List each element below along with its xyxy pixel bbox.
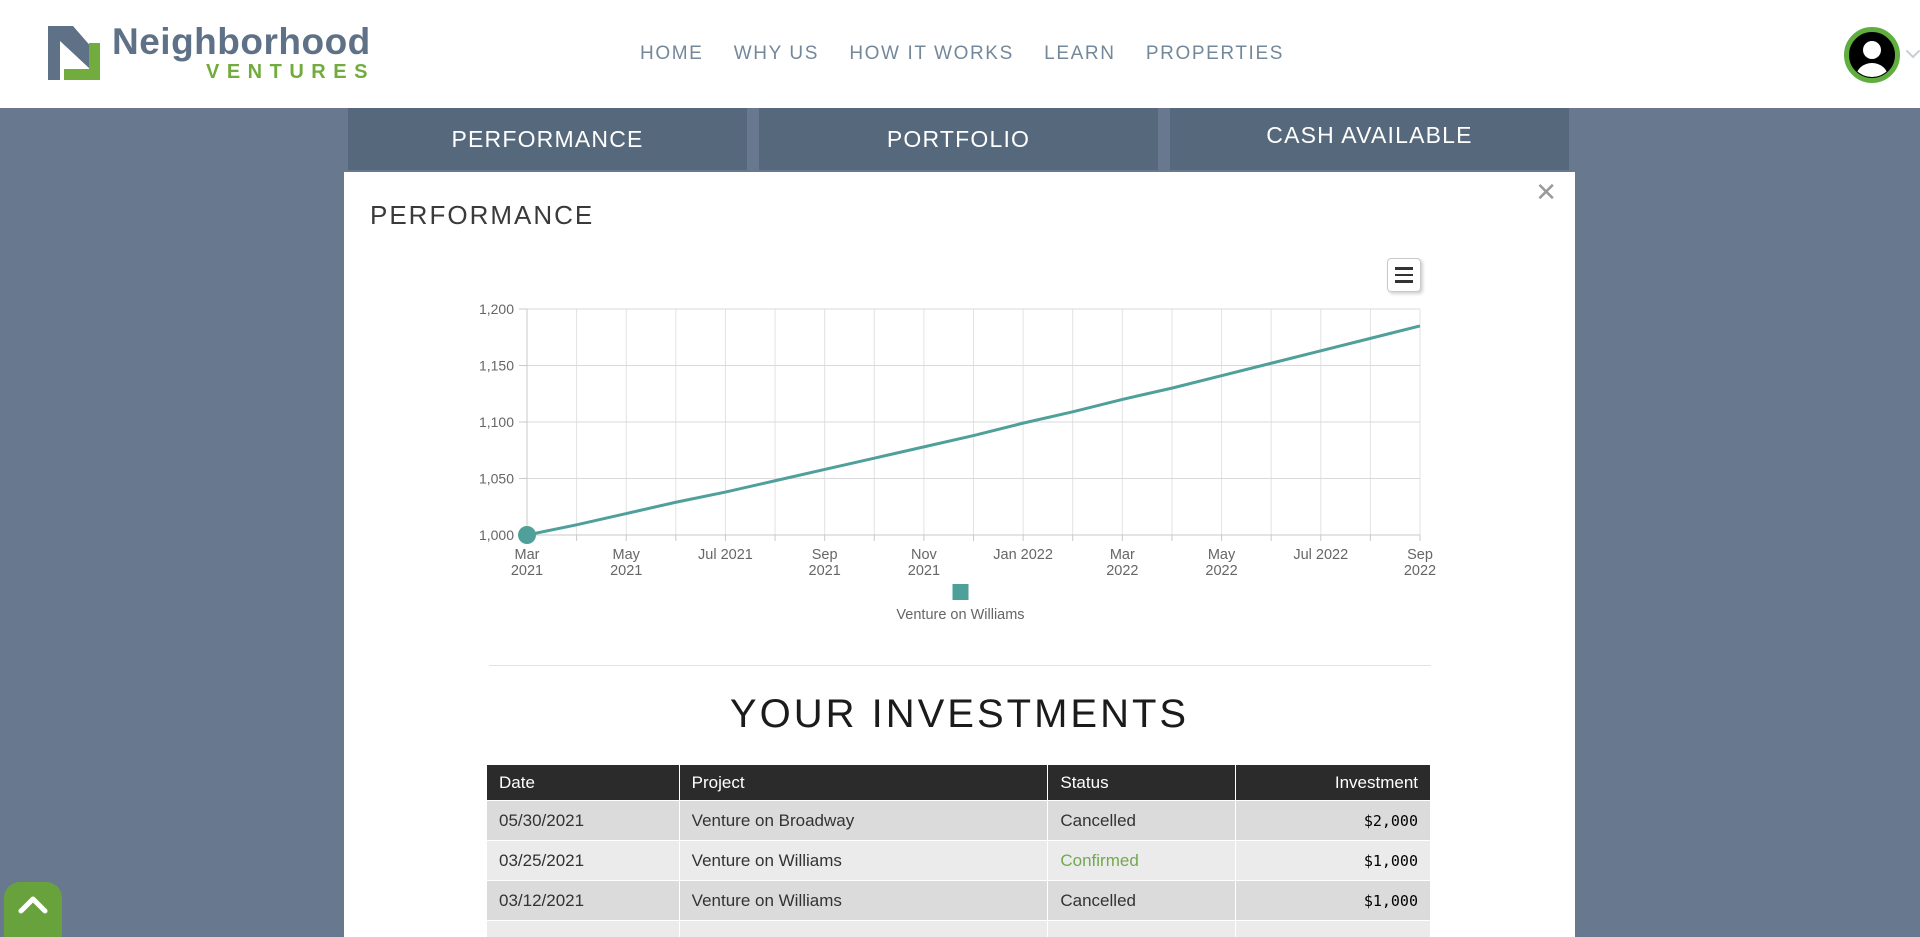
- cell-project: Venture on Williams: [679, 841, 1048, 880]
- logo[interactable]: Neighborhood VENTURES: [44, 22, 375, 84]
- scroll-to-top-button[interactable]: [4, 882, 62, 937]
- cell-investment: $2,000: [1235, 801, 1430, 840]
- logo-name: Neighborhood: [112, 21, 371, 62]
- main-nav: HOME WHY US HOW IT WORKS LEARN PROPERTIE…: [640, 0, 1284, 108]
- investments-heading: YOUR INVESTMENTS: [729, 692, 1190, 736]
- svg-text:1,150: 1,150: [479, 358, 514, 374]
- nav-properties[interactable]: PROPERTIES: [1145, 43, 1284, 64]
- cell-status: [1048, 921, 1235, 937]
- logo-n-icon: [48, 26, 100, 80]
- performance-panel: ✕ PERFORMANCE 1,000 1,050 1,100 1,150 1,200 M…: [344, 172, 1575, 937]
- table-row: 03/12/2021 Venture on Williams Cancelled…: [487, 881, 1430, 920]
- cell-status: Cancelled: [1048, 881, 1235, 920]
- nav-how-it-works[interactable]: HOW IT WORKS: [849, 43, 1014, 64]
- cell-project: Venture on Broadway: [679, 801, 1048, 840]
- logo-subname: VENTURES: [206, 61, 375, 83]
- svg-text:Venture on Williams: Venture on Williams: [896, 607, 1024, 623]
- tab-cash-available[interactable]: CASH AVAILABLE: [1170, 108, 1569, 170]
- table-row-partial: [487, 921, 1430, 937]
- site-header: Neighborhood VENTURES HOME WHY US HOW IT…: [0, 0, 1920, 108]
- cell-date: 05/30/2021: [487, 801, 679, 840]
- cell-project: Venture on Williams: [679, 881, 1048, 920]
- tab-performance[interactable]: PERFORMANCE: [348, 108, 747, 170]
- table-row: 05/30/2021 Venture on Broadway Cancelled…: [487, 801, 1430, 840]
- svg-text:Jul 2021: Jul 2021: [698, 547, 753, 563]
- nav-learn[interactable]: LEARN: [1044, 43, 1116, 64]
- chart-menu-button[interactable]: [1387, 258, 1421, 292]
- cell-date: 03/25/2021: [487, 841, 679, 880]
- svg-text:1,050: 1,050: [479, 471, 514, 487]
- cell-investment: $1,000: [1235, 841, 1430, 880]
- nav-home[interactable]: HOME: [640, 43, 704, 64]
- cell-investment: [1235, 921, 1430, 937]
- cell-project: [679, 921, 1048, 937]
- svg-text:1,200: 1,200: [479, 301, 514, 317]
- chart-container: 1,000 1,050 1,100 1,150 1,200 Mar 2021 May 2021 J…: [399, 232, 1485, 647]
- panel-title: PERFORMANCE: [370, 200, 595, 230]
- table-row: 03/25/2021 Venture on Williams Confirmed…: [487, 841, 1430, 880]
- account-menu[interactable]: [1843, 26, 1920, 86]
- investments-table: Date Project Status Investment 05/30/202…: [486, 764, 1431, 937]
- cell-investment: $1,000: [1235, 881, 1430, 920]
- svg-text:Jul 2022: Jul 2022: [1293, 547, 1348, 563]
- logo-text: Neighborhood VENTURES: [112, 21, 375, 84]
- cell-status: Cancelled: [1048, 801, 1235, 840]
- col-header-date: Date: [487, 765, 679, 800]
- table-header-row: Date Project Status Investment: [487, 765, 1430, 800]
- col-header-investment: Investment: [1235, 765, 1430, 800]
- svg-text:Jan 2022: Jan 2022: [993, 547, 1053, 563]
- chevron-down-icon[interactable]: [1905, 48, 1920, 60]
- tab-portfolio[interactable]: PORTFOLIO: [759, 108, 1158, 170]
- svg-text:1,100: 1,100: [479, 414, 514, 430]
- col-header-project: Project: [679, 765, 1048, 800]
- portfolio-tabs: PERFORMANCE PORTFOLIO CASH AVAILABLE: [348, 108, 1569, 170]
- user-avatar-icon[interactable]: [1843, 26, 1901, 84]
- cell-status: Confirmed: [1048, 841, 1235, 880]
- section-divider: [489, 665, 1431, 666]
- performance-chart: 1,000 1,050 1,100 1,150 1,200 Mar 2021 May 2021 J…: [479, 301, 1436, 623]
- hamburger-icon: [1395, 267, 1413, 270]
- cell-date: 03/12/2021: [487, 881, 679, 920]
- svg-text:1,000: 1,000: [479, 527, 514, 543]
- nav-why-us[interactable]: WHY US: [733, 43, 819, 64]
- col-header-status: Status: [1048, 765, 1235, 800]
- chevron-up-icon: [18, 896, 48, 914]
- close-icon[interactable]: ✕: [1535, 178, 1557, 208]
- cell-date: [487, 921, 679, 937]
